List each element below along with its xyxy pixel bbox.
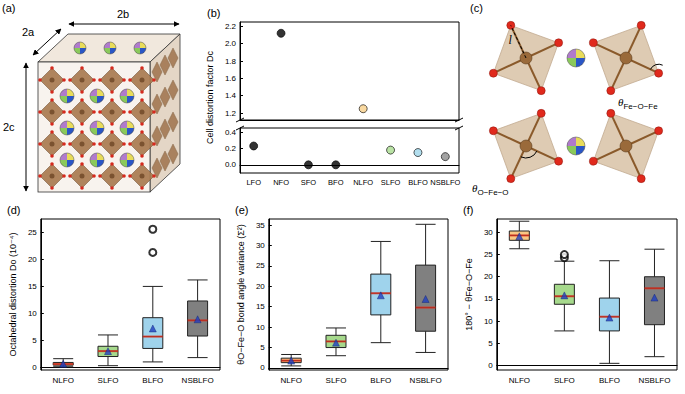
svg-text:2.2: 2.2	[225, 22, 237, 31]
svg-text:l: l	[508, 33, 512, 47]
svg-text:BLFO: BLFO	[370, 376, 391, 385]
svg-text:BLFO: BLFO	[599, 376, 620, 385]
svg-text:BFO: BFO	[328, 178, 344, 187]
svg-text:0.4: 0.4	[225, 128, 237, 137]
svg-text:1.8: 1.8	[225, 57, 237, 66]
svg-text:5: 5	[32, 336, 37, 345]
svg-text:0.0: 0.0	[225, 160, 237, 169]
svg-text:θFe−O−Fe: θFe−O−Fe	[618, 96, 658, 111]
svg-text:Octahedral distortion Do (10⁻⁴: Octahedral distortion Do (10⁻⁴)	[8, 232, 18, 356]
svg-text:25: 25	[484, 250, 493, 259]
svg-text:10: 10	[28, 309, 37, 318]
svg-text:NLFO: NLFO	[353, 178, 373, 187]
svg-text:15: 15	[484, 294, 493, 303]
svg-text:2a: 2a	[22, 26, 35, 38]
svg-text:SFO: SFO	[301, 178, 317, 187]
svg-text:NSBLFO: NSBLFO	[182, 376, 214, 385]
svg-text:5: 5	[260, 343, 265, 352]
svg-text:0: 0	[32, 363, 37, 372]
svg-text:SLFO: SLFO	[554, 376, 575, 385]
svg-text:NSBLFO: NSBLFO	[410, 376, 442, 385]
svg-text:10: 10	[484, 317, 493, 326]
svg-text:(f): (f)	[463, 204, 473, 216]
svg-text:20: 20	[256, 282, 265, 291]
svg-text:NSBLFO: NSBLFO	[430, 178, 460, 187]
svg-text:(b): (b)	[207, 7, 220, 19]
svg-text:LFO: LFO	[246, 178, 261, 187]
svg-text:2b: 2b	[117, 8, 129, 20]
svg-text:2.0: 2.0	[225, 39, 237, 48]
svg-text:10: 10	[256, 323, 265, 332]
svg-text:2c: 2c	[3, 121, 15, 133]
svg-text:20: 20	[484, 272, 493, 281]
svg-text:15: 15	[28, 282, 37, 291]
svg-text:NLFO: NLFO	[509, 376, 530, 385]
svg-text:NLFO: NLFO	[281, 376, 302, 385]
svg-text:25: 25	[256, 261, 265, 270]
svg-text:θO−Fe−O: θO−Fe−O	[472, 182, 509, 197]
svg-text:(e): (e)	[235, 204, 248, 216]
svg-text:NLFO: NLFO	[53, 376, 74, 385]
svg-text:θO−Fe−O bond angle variance (Σ: θO−Fe−O bond angle variance (Σ²)	[236, 224, 246, 365]
svg-text:1.2: 1.2	[225, 109, 237, 118]
svg-text:0: 0	[488, 361, 493, 370]
svg-text:15: 15	[256, 302, 265, 311]
svg-text:1.6: 1.6	[225, 74, 237, 83]
svg-text:Cell distortion factor Dc: Cell distortion factor Dc	[205, 50, 215, 144]
svg-text:BLFO: BLFO	[142, 376, 163, 385]
svg-text:25: 25	[28, 228, 37, 237]
svg-text:1.4: 1.4	[225, 91, 237, 100]
svg-text:0: 0	[260, 363, 265, 372]
svg-text:(c): (c)	[470, 2, 483, 14]
svg-text:5: 5	[488, 339, 493, 348]
svg-text:35: 35	[256, 221, 265, 230]
svg-text:SLFO: SLFO	[98, 376, 119, 385]
svg-text:30: 30	[484, 228, 493, 237]
svg-text:BLFO: BLFO	[408, 178, 428, 187]
svg-text:30: 30	[256, 241, 265, 250]
svg-text:0.2: 0.2	[225, 144, 237, 153]
svg-text:(d): (d)	[7, 204, 20, 216]
svg-text:180° − θFe−O−Fe: 180° − θFe−O−Fe	[464, 258, 474, 330]
svg-text:NSBLFO: NSBLFO	[638, 376, 670, 385]
svg-text:(a): (a)	[2, 2, 15, 14]
svg-text:SLFO: SLFO	[381, 178, 401, 187]
svg-text:SLFO: SLFO	[326, 376, 347, 385]
svg-text:NFO: NFO	[273, 178, 289, 187]
svg-text:20: 20	[28, 255, 37, 264]
